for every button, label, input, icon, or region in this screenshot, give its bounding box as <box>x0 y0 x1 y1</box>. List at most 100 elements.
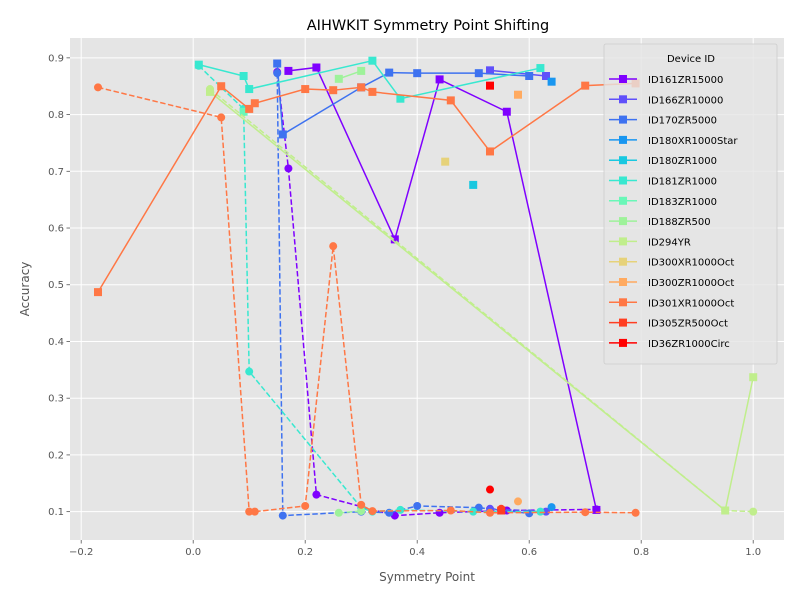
data-point-circle <box>250 507 259 516</box>
series-id294yr <box>206 85 758 516</box>
data-point-circle <box>245 367 254 376</box>
y-tick-label: 0.6 <box>48 224 64 235</box>
chart-title: AIHWKIT Symmetry Point Shifting <box>307 18 549 34</box>
legend-label: ID188ZR500 <box>648 217 711 228</box>
series-id305zr500oct <box>497 504 506 515</box>
series-id300xr1000oct <box>441 157 450 166</box>
data-point-square <box>486 147 494 156</box>
data-point-square <box>334 74 343 83</box>
legend-marker <box>619 278 627 286</box>
data-point-circle <box>721 506 730 515</box>
legend-item: ID180XR1000Star <box>609 135 738 147</box>
legend-label: ID180ZR1000 <box>648 156 717 167</box>
y-tick-label: 0.1 <box>48 507 64 518</box>
data-point-square <box>239 107 248 116</box>
legend: Device ID ID161ZR15000 ID166ZR10000 ID170Z… <box>603 43 778 365</box>
legend-item: ID161ZR15000 <box>609 75 723 86</box>
data-point-square <box>94 288 102 297</box>
legend-label: ID300XR1000Oct <box>648 258 734 269</box>
data-point-circle <box>368 507 377 516</box>
data-point-square <box>525 72 534 81</box>
data-point-square <box>278 130 287 139</box>
legend-label: ID301XR1000Oct <box>648 298 734 309</box>
legend-label: ID36ZR1000Circ <box>648 339 730 350</box>
legend-label: ID180XR1000Star <box>648 136 738 147</box>
x-tick-label: 0.0 <box>185 547 201 558</box>
legend-item: ID300XR1000Oct <box>609 257 734 269</box>
legend-marker <box>619 196 627 205</box>
data-point-circle <box>749 507 758 516</box>
legend-item: ID305ZR500Oct <box>609 318 728 330</box>
data-point-square <box>390 235 399 244</box>
legend-item: ID188ZR500 <box>609 217 711 228</box>
data-point-square <box>301 85 310 94</box>
data-point-circle <box>94 83 102 92</box>
y-tick-label: 0.7 <box>48 167 64 178</box>
data-point-circle <box>536 507 545 516</box>
x-tick-label: 1.0 <box>745 547 761 558</box>
series-id301xr1000oct <box>94 79 640 517</box>
legend-items: ID161ZR15000 ID166ZR10000 ID170ZR5000 ID180… <box>609 75 738 350</box>
data-point-square <box>413 69 422 78</box>
legend-item: ID170ZR5000 <box>609 115 717 127</box>
legend-item: ID183ZR1000 <box>609 196 717 208</box>
series-id188zr500 <box>334 66 366 517</box>
data-point-square <box>441 157 450 166</box>
legend-marker <box>619 298 627 307</box>
data-point-square <box>749 373 758 382</box>
series-id180xr1000star <box>547 77 556 512</box>
series-id183zr1000 <box>239 107 248 116</box>
data-point-square <box>245 85 254 94</box>
data-point-square <box>469 180 478 189</box>
data-point-square <box>396 94 405 103</box>
legend-label: ID161ZR15000 <box>648 75 723 86</box>
data-point-circle <box>329 242 338 251</box>
legend-item: ID301XR1000Oct <box>609 298 734 309</box>
data-point-square <box>357 66 366 75</box>
data-point-square <box>547 77 556 86</box>
legend-title: Device ID <box>667 54 715 65</box>
series-layer <box>94 56 758 520</box>
series-line-solid <box>97 82 636 293</box>
legend-marker <box>619 156 627 165</box>
data-point-circle <box>581 508 590 517</box>
data-point-circle <box>217 113 226 122</box>
data-point-circle <box>278 511 287 520</box>
y-axis-ticks: 0.1 0.2 0.3 0.4 0.5 0.6 0.7 0.8 0.9 <box>48 53 70 518</box>
data-point-square <box>474 69 483 78</box>
data-point-square <box>486 66 494 75</box>
data-point-square <box>368 87 377 96</box>
legend-label: ID294YR <box>648 237 691 248</box>
data-point-circle <box>245 507 254 516</box>
y-tick-label: 0.8 <box>48 110 64 121</box>
legend-item: ID180ZR1000 <box>609 156 717 167</box>
data-point-circle <box>312 490 321 499</box>
data-point-circle <box>206 85 214 94</box>
y-tick-label: 0.9 <box>48 53 64 64</box>
data-point-square <box>514 90 522 99</box>
data-point-square <box>312 63 321 72</box>
x-tick-label: −0.2 <box>69 547 93 558</box>
data-point-square <box>284 66 293 75</box>
legend-label: ID300ZR1000Oct <box>648 278 734 289</box>
y-axis-label: Accuracy <box>18 262 32 317</box>
data-point-circle <box>592 505 601 514</box>
legend-box <box>603 43 778 365</box>
legend-marker <box>619 318 627 327</box>
legend-item: ID181ZR1000 <box>609 176 717 188</box>
data-point-square <box>368 56 377 65</box>
data-point-circle <box>334 508 343 517</box>
series-id180zr1000 <box>469 180 478 189</box>
data-point-square <box>542 72 550 81</box>
legend-marker <box>619 115 627 124</box>
data-point-circle <box>273 69 282 78</box>
data-point-circle <box>357 500 366 509</box>
data-point-square <box>385 68 394 77</box>
data-point-circle <box>446 506 455 515</box>
data-point-circle <box>301 501 310 510</box>
legend-item: ID36ZR1000Circ <box>609 338 730 350</box>
legend-marker <box>619 75 627 83</box>
legend-marker <box>619 237 627 246</box>
series-id170zr5000 <box>273 59 534 520</box>
